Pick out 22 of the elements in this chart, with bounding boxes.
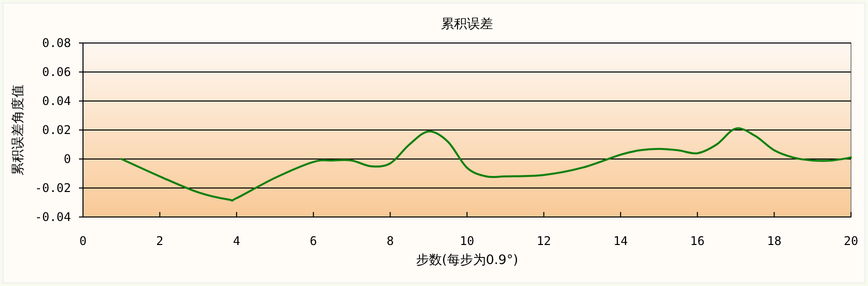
line-series (120, 128, 852, 202)
x-tick-label: 12 (536, 234, 552, 248)
y-tick-label: 0.06 (42, 65, 71, 79)
x-tick-label: 18 (766, 234, 782, 248)
y-tick-label: 0.02 (42, 123, 71, 137)
x-tick-label: 4 (232, 234, 240, 248)
x-tick-label: 14 (613, 234, 628, 248)
y-tick-label: -0.02 (34, 181, 71, 195)
x-tick-label: 8 (386, 234, 394, 248)
y-tick-label: 0.08 (42, 36, 71, 50)
x-tick-label: 0 (79, 234, 87, 248)
x-tick-label: 20 (844, 234, 858, 248)
x-tick-label: 16 (690, 234, 705, 248)
x-tick-label: 6 (310, 234, 318, 248)
x-tick-label: 2 (156, 234, 164, 248)
y-tick-label: -0.04 (34, 210, 71, 224)
y-tick-label: 0.04 (42, 94, 71, 108)
y-tick-label: 0 (64, 152, 71, 166)
x-tick-label: 10 (460, 234, 474, 248)
x-axis-title: 步数(每步为0.9°) (416, 253, 518, 268)
chart-title: 累积误差 (441, 17, 493, 32)
y-axis-title: 累积误差角度值 (10, 84, 26, 176)
